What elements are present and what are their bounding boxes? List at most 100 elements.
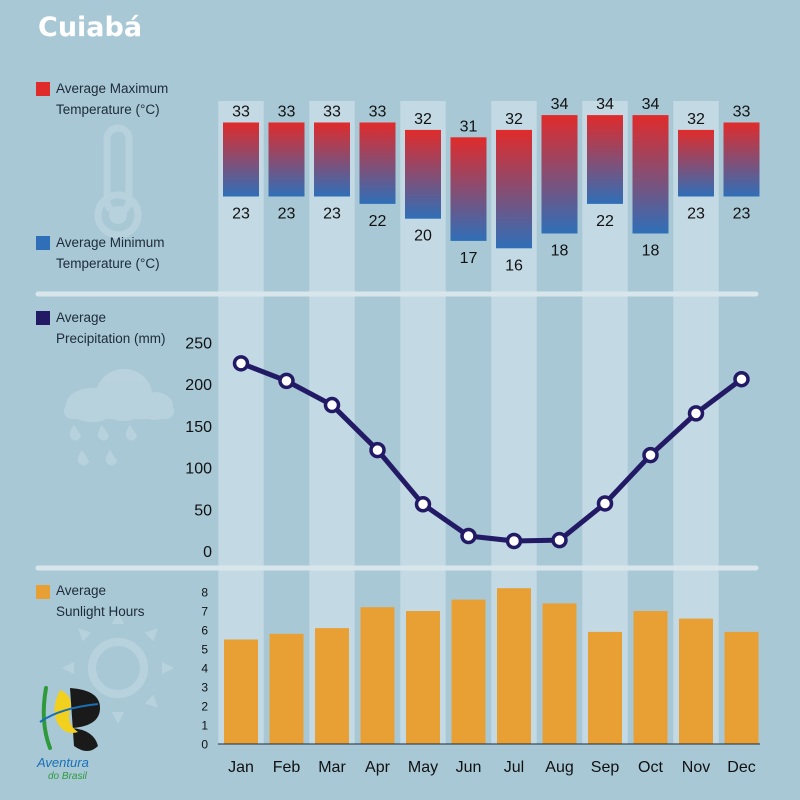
min-temp-label-jun: 17 [460, 250, 478, 267]
precip-point-jun [460, 527, 477, 545]
sun-bar-nov [679, 618, 713, 744]
min-temp-label-jan: 23 [232, 206, 250, 223]
legend-sun: Average Sunlight Hours [36, 583, 145, 619]
logo-shape [70, 688, 100, 751]
max-temp-label-mar: 33 [323, 104, 341, 121]
legend-sun-line2: Sunlight Hours [56, 604, 145, 619]
precipitation-y-axis: 0 50 100 150 200 250 [185, 336, 212, 562]
temp-bar-sep [587, 115, 623, 204]
precip-point-may [414, 496, 432, 513]
month-label-feb: Feb [273, 759, 301, 776]
precip-point-nov [687, 405, 705, 422]
month-label-jul: Jul [504, 759, 524, 776]
city-title: Cuiabá [38, 12, 142, 43]
precipitation-line [232, 355, 750, 550]
temp-bar-feb [268, 122, 305, 197]
precip-point-jan [232, 355, 250, 372]
precip-series-line [240, 361, 744, 544]
temp-bar-oct [632, 115, 669, 234]
legend-min-temp-swatch [36, 236, 50, 250]
temp-bar-apr [359, 122, 396, 204]
temp-bar-nov [678, 129, 714, 197]
precip-tick-200: 200 [185, 377, 212, 394]
legend-sun-line1: Average [56, 583, 106, 598]
max-temp-label-dec: 33 [733, 104, 751, 121]
sunlight-bars [224, 588, 759, 744]
sun-bar-dec [724, 631, 759, 744]
min-temp-label-oct: 18 [642, 243, 660, 260]
precip-point-mar [323, 396, 341, 414]
legend-sun-swatch [36, 585, 50, 599]
min-temp-label-apr: 22 [369, 213, 387, 230]
legend-max-temp-swatch [36, 82, 50, 96]
max-temp-label-may: 32 [414, 111, 432, 128]
min-temp-label-mar: 23 [323, 206, 341, 223]
legend-min-temp: Average Minimum Temperature (°C) [36, 235, 165, 271]
thermometer-icon [94, 124, 142, 239]
sun-bar-aug [542, 603, 577, 744]
min-temp-label-dec: 23 [733, 206, 751, 223]
sun-tick-7: 7 [201, 605, 208, 619]
precip-tick-50: 50 [194, 502, 212, 519]
sun-tick-8: 8 [201, 586, 208, 600]
precip-tick-100: 100 [185, 461, 212, 478]
precip-point-dec [733, 370, 750, 388]
temp-bar-jul [496, 129, 532, 249]
month-label-may: May [408, 759, 438, 776]
sun-bar-sep [588, 631, 622, 744]
precip-point-aug [551, 531, 568, 549]
min-temp-label-aug: 18 [551, 243, 569, 260]
month-label-apr: Apr [365, 759, 391, 776]
precip-tick-0: 0 [203, 544, 212, 561]
min-temp-label-nov: 23 [687, 206, 705, 223]
sun-tick-0: 0 [201, 738, 208, 752]
legend-precip-line2: Precipitation (mm) [56, 331, 166, 346]
temp-bar-may [405, 129, 441, 219]
max-temp-label-oct: 34 [642, 96, 660, 113]
legend-max-temp-line2: Temperature (°C) [56, 102, 160, 117]
month-label-mar: Mar [318, 759, 346, 776]
month-label-oct: Oct [638, 759, 663, 776]
sun-tick-2: 2 [201, 700, 208, 714]
legend-max-temp-line1: Average Maximum [56, 81, 168, 96]
temp-bar-dec [723, 122, 760, 197]
min-temp-label-jul: 16 [505, 257, 523, 274]
sunlight-y-axis: 0 1 2 3 4 5 6 7 8 [201, 586, 208, 752]
precip-point-jul [505, 532, 523, 550]
legend-min-temp-line1: Average Minimum [56, 235, 165, 250]
sun-bar-oct [633, 611, 668, 744]
month-label-jun: Jun [456, 759, 482, 776]
rain-cloud-icon [64, 369, 174, 466]
column-band-jan [218, 101, 264, 744]
max-temp-label-aug: 34 [551, 96, 569, 113]
min-temp-label-may: 20 [414, 228, 432, 245]
logo-swoosh [39, 703, 99, 723]
sun-bar-may [406, 611, 440, 744]
legend-max-temp: Average Maximum Temperature (°C) [36, 81, 168, 117]
sun-tick-4: 4 [201, 662, 208, 676]
logo-map [54, 690, 78, 733]
sun-bar-jul [497, 588, 531, 744]
max-temp-label-jun: 31 [460, 118, 478, 135]
sun-tick-6: 6 [201, 624, 208, 638]
precip-point-apr [369, 441, 386, 459]
month-label-sep: Sep [591, 759, 620, 776]
max-temp-label-nov: 32 [687, 111, 705, 128]
legend-precip: Average Precipitation (mm) [36, 310, 166, 346]
legend-precip-line1: Average [56, 310, 106, 325]
max-temp-label-sep: 34 [596, 96, 614, 113]
precip-tick-250: 250 [185, 336, 212, 353]
legend-min-temp-line2: Temperature (°C) [56, 256, 160, 271]
max-temp-label-feb: 33 [278, 104, 296, 121]
month-label-jan: Jan [228, 759, 254, 776]
sun-tick-5: 5 [201, 643, 208, 657]
legend-precip-swatch [36, 311, 50, 325]
max-temp-label-apr: 33 [369, 104, 387, 121]
month-label-aug: Aug [545, 759, 573, 776]
sun-bar-jun [451, 599, 486, 744]
sun-bar-feb [269, 633, 304, 744]
sun-tick-3: 3 [201, 681, 208, 695]
min-temp-label-feb: 23 [278, 206, 296, 223]
temp-bar-jun [450, 137, 487, 241]
